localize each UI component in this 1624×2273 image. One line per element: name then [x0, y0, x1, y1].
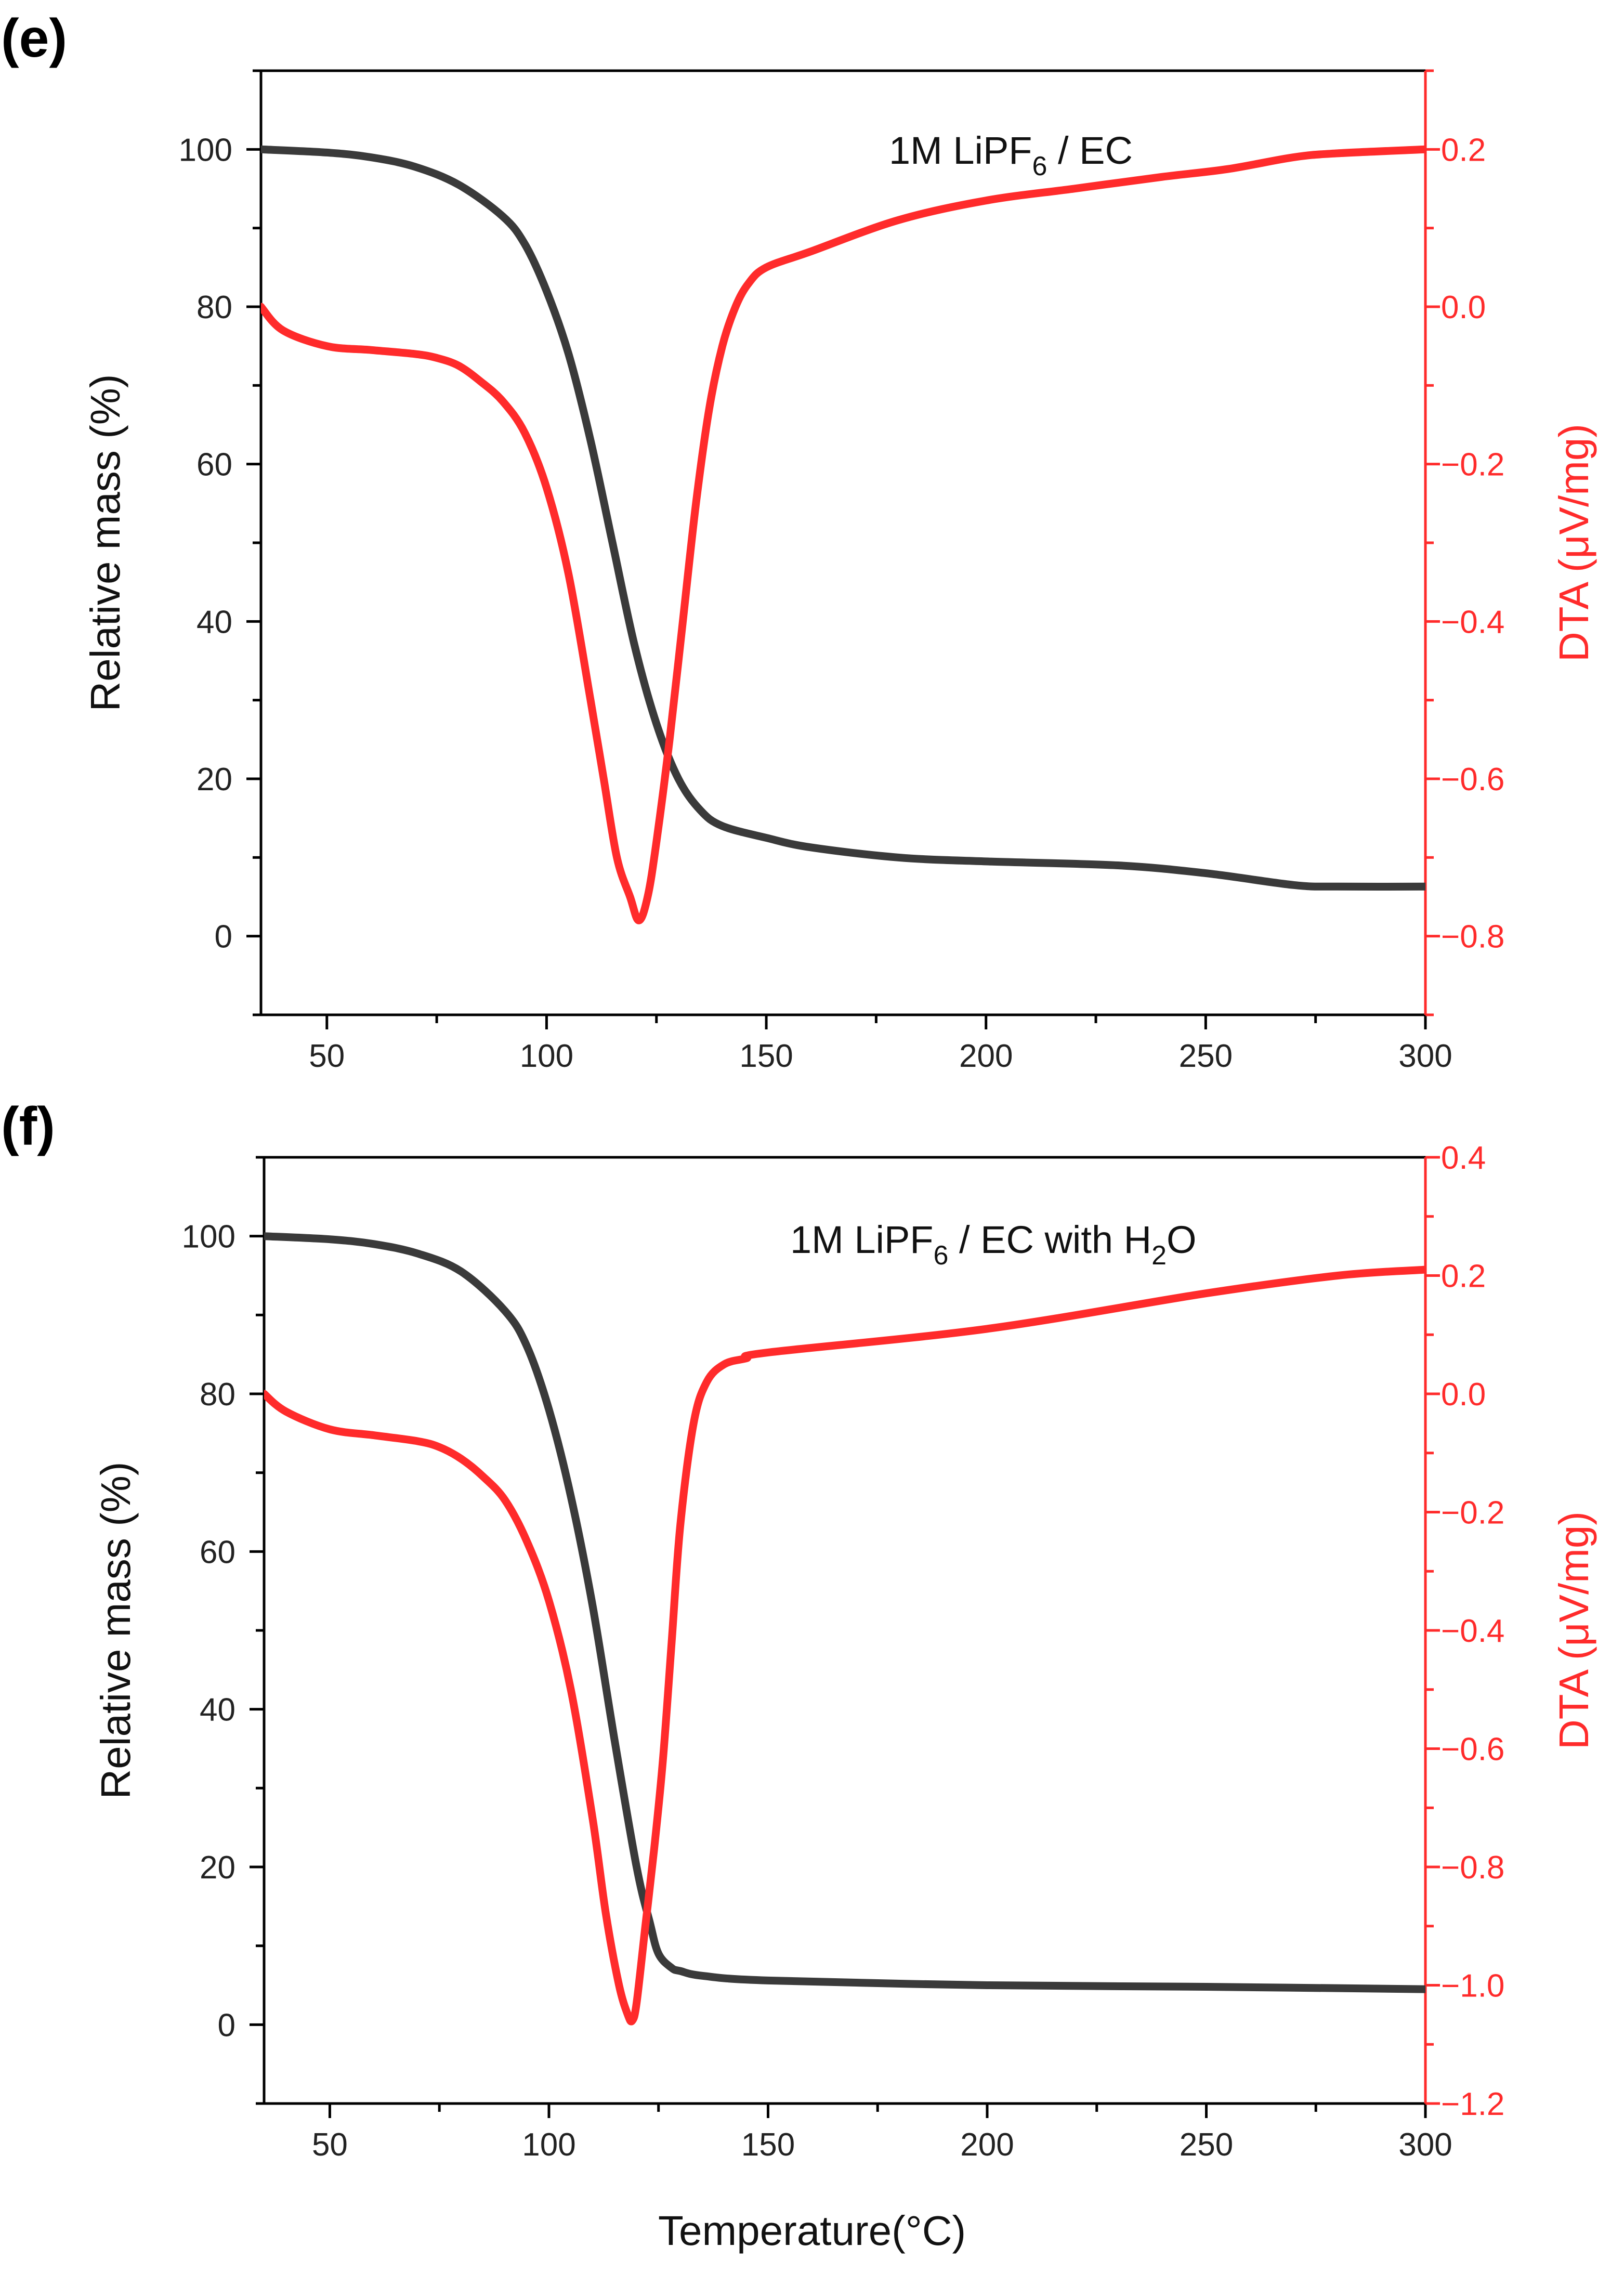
y2-tick-label-e: −0.6 [1441, 762, 1504, 798]
x-tick-label-e: 100 [520, 1038, 573, 1074]
y-tick-label-f: 20 [200, 1850, 235, 1886]
y-tick-label-e: 100 [179, 132, 232, 168]
mass-line-e [261, 145, 1425, 891]
x-tick-label-e: 50 [309, 1038, 345, 1074]
panel-label-f: (f) [1, 1096, 55, 1157]
chart-e: 50 100 150 200 250 300 0 20 40 60 80 100 −0.8 −0.6 −0.… [82, 69, 1597, 1074]
x-tick-label-f: 100 [522, 2127, 575, 2163]
y2-tick-label-f: −0.4 [1441, 1613, 1504, 1649]
x-tick-label-e: 300 [1398, 1038, 1452, 1074]
x-tick-label-f: 50 [312, 2127, 348, 2163]
mass-line-f [264, 1232, 1425, 1993]
y2-tick-label-f: 0.4 [1441, 1140, 1486, 1176]
x-tick-label-f: 250 [1180, 2127, 1233, 2163]
x-tick-label-e: 250 [1179, 1038, 1233, 1074]
y-axis-title-f: Relative mass (%) [93, 1461, 139, 1799]
y2-axis-title-f: DTA (μV/mg) [1551, 1511, 1597, 1749]
y-tick-label-e: 80 [197, 290, 232, 325]
y2-tick-label-f: −0.2 [1441, 1495, 1504, 1531]
y2-tick-label-e: 0.0 [1441, 290, 1486, 325]
y-tick-label-f: 40 [200, 1692, 235, 1728]
chart-f: 50 100 150 200 250 300 0 20 40 60 80 100 −1.2 −1.0 −0.… [93, 1140, 1597, 2163]
y-tick-label-e: 0 [215, 919, 232, 955]
y2-tick-label-f: −0.8 [1441, 1850, 1504, 1886]
x-tick-label-f: 150 [741, 2127, 795, 2163]
y-tick-label-f: 100 [182, 1219, 235, 1255]
y-tick-label-e: 60 [197, 447, 232, 483]
dta-line-f [264, 1265, 1425, 2026]
y2-tick-label-e: −0.2 [1441, 447, 1504, 483]
y-tick-label-e: 40 [197, 604, 232, 640]
y-tick-label-f: 0 [218, 2007, 235, 2043]
x-tick-label-f: 300 [1398, 2127, 1452, 2163]
panel-label-e: (e) [1, 8, 68, 69]
y2-tick-label-f: −1.0 [1441, 1968, 1504, 2004]
x-axis-title: Temperature(°C) [658, 2207, 966, 2254]
annotation-f: 1M LiPF6 / EC with H2O [790, 1218, 1197, 1271]
annotation-e: 1M LiPF6 / EC [889, 129, 1133, 181]
y-tick-label-f: 80 [200, 1377, 235, 1413]
y2-tick-label-f: −1.2 [1441, 2086, 1504, 2122]
y2-tick-label-e: 0.2 [1441, 132, 1486, 168]
y2-axis-title-e: DTA (μV/mg) [1551, 424, 1597, 662]
y2-tick-label-f: 0.0 [1441, 1377, 1486, 1413]
x-tick-label-e: 200 [959, 1038, 1013, 1074]
y2-tick-label-f: −0.6 [1441, 1732, 1504, 1768]
y2-tick-label-e: −0.4 [1441, 604, 1504, 640]
y-tick-label-f: 60 [200, 1534, 235, 1570]
x-tick-label-f: 200 [960, 2127, 1014, 2163]
y-tick-label-e: 20 [197, 762, 232, 798]
x-tick-label-e: 150 [739, 1038, 793, 1074]
y2-tick-label-f: 0.2 [1441, 1259, 1486, 1295]
dta-line-e [261, 145, 1425, 924]
y2-tick-label-e: −0.8 [1441, 919, 1504, 955]
y-axis-title-e: Relative mass (%) [82, 374, 128, 711]
